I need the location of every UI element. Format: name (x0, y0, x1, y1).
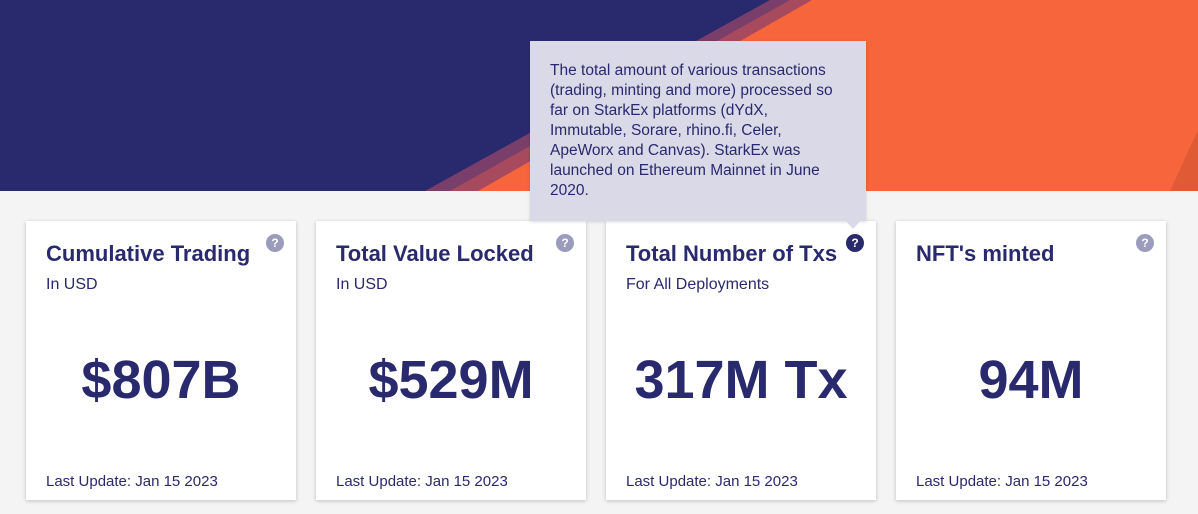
card-title: NFT's minted (916, 241, 1055, 266)
card-subtitle: In USD (336, 276, 388, 293)
card-title: Total Number of Txs (626, 241, 838, 266)
card-subtitle: In USD (46, 276, 98, 293)
card-last-update: Last Update: Jan 15 2023 (46, 473, 218, 490)
card-last-update: Last Update: Jan 15 2023 (626, 473, 798, 490)
card-last-update: Last Update: Jan 15 2023 (336, 473, 508, 490)
card-title: Cumulative Trading (46, 241, 251, 266)
hero-orange-edge (1170, 130, 1198, 191)
card-value: 94M (978, 350, 1084, 410)
card-subtitle: For All Deployments (626, 276, 770, 293)
stat-card-nfts-minted: NFT's minted ? 94M Last Update: Jan 15 2… (896, 221, 1166, 500)
stat-card-cumulative-trading: Cumulative Trading In USD ? $807B Last U… (26, 221, 296, 500)
card-value: $529M (368, 350, 534, 410)
card-value: 317M Tx (634, 350, 848, 410)
question-icon[interactable]: ? (846, 234, 864, 252)
question-icon[interactable]: ? (1136, 234, 1154, 252)
question-icon[interactable]: ? (556, 234, 574, 252)
card-title: Total Value Locked (336, 241, 534, 266)
stat-card-total-txs: Total Number of Txs For All Deployments … (606, 221, 876, 500)
tooltip-arrow (845, 220, 861, 229)
tooltip-text: The total amount of various transactions… (550, 62, 833, 199)
info-tooltip: The total amount of various transactions… (530, 41, 866, 221)
question-icon[interactable]: ? (266, 234, 284, 252)
card-last-update: Last Update: Jan 15 2023 (916, 473, 1088, 490)
stat-card-total-value-locked: Total Value Locked In USD ? $529M Last U… (316, 221, 586, 500)
card-value: $807B (81, 350, 241, 410)
